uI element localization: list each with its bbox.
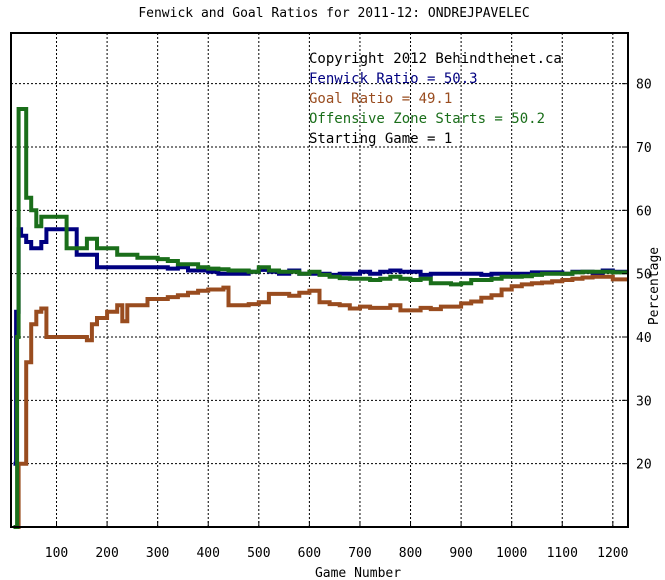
plot-frame	[10, 32, 629, 528]
y-tick-label: 50	[636, 268, 652, 283]
legend-entry: Copyright 2012 Behindthenet.ca	[309, 51, 562, 67]
legend-entry: Goal Ratio = 49.1	[309, 91, 452, 107]
x-tick-label: 1200	[597, 546, 628, 561]
y-tick-label: 20	[636, 458, 652, 473]
y-axis: 20 30 40 50 60 70 80	[622, 78, 652, 473]
x-tick-label: 800	[399, 546, 422, 561]
legend: Copyright 2012 Behindthenet.ca Fenwick Ra…	[309, 51, 562, 147]
series-line-3	[13, 107, 628, 529]
y-axis-label: Percentage	[647, 247, 662, 325]
legend-entry: Starting Game = 1	[309, 131, 452, 147]
x-tick-label: 1100	[547, 546, 578, 561]
y-tick-label: 30	[636, 394, 652, 409]
y-tick-label: 80	[636, 78, 652, 93]
x-tick-label: 1000	[496, 546, 527, 561]
x-tick-label: 100	[45, 546, 68, 561]
y-tick-label: 60	[636, 204, 652, 219]
y-tick-label: 40	[636, 331, 652, 346]
legend-entry: Offensive Zone Starts = 50.2	[309, 111, 545, 127]
chart-title: Fenwick and Goal Ratios for 2011-12: OND…	[138, 6, 529, 21]
x-tick-label: 400	[196, 546, 219, 561]
series-layer	[13, 107, 628, 529]
x-axis-label: Game Number	[315, 566, 401, 580]
legend-entry: Fenwick Ratio = 50.3	[309, 71, 478, 87]
x-tick-label: 300	[146, 546, 169, 561]
series-line-2	[13, 274, 628, 529]
x-tick-label: 200	[95, 546, 118, 561]
x-tick-label: 700	[348, 546, 371, 561]
x-axis: 100 200 300 400 500 600 700 800 900 1000 1100 1200	[45, 521, 628, 561]
x-tick-label: 500	[247, 546, 270, 561]
y-tick-label: 70	[636, 141, 652, 156]
x-tick-label: 900	[449, 546, 472, 561]
x-tick-label: 600	[298, 546, 321, 561]
